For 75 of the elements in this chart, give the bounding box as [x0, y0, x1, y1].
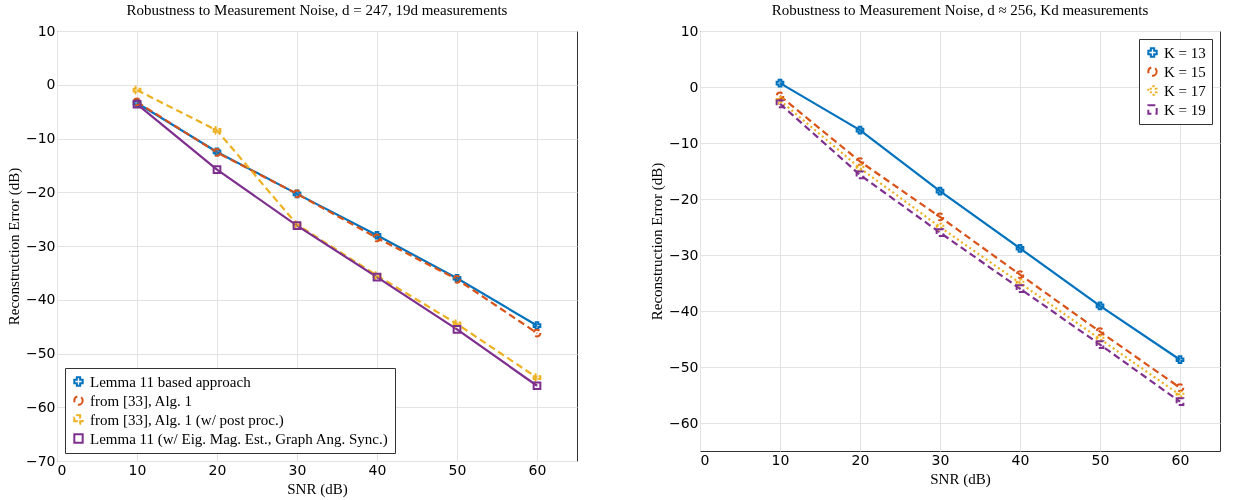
y-tick-label: −60 [25, 398, 56, 415]
point [855, 163, 865, 173]
x-tick-label: 30 [288, 461, 307, 478]
x-tick-label: 40 [1011, 451, 1030, 468]
y-tick-label: 10 [37, 22, 56, 39]
x-tick-label: 30 [931, 451, 950, 468]
x-tick-label: 50 [1091, 451, 1110, 468]
x-tick-label: 0 [57, 461, 67, 478]
point [775, 96, 785, 105]
point [855, 157, 865, 166]
x-tick-label: 50 [448, 461, 467, 478]
y-tick-label: 10 [680, 22, 699, 39]
x-tick-label: 60 [1171, 451, 1190, 468]
point [775, 99, 785, 109]
point [1095, 340, 1105, 349]
point [775, 78, 785, 88]
x-tick-label: 20 [851, 451, 870, 468]
point [855, 125, 865, 135]
y-tick-label: 0 [689, 78, 699, 95]
legend-label: Lemma 11 based approach [90, 373, 252, 390]
point [452, 319, 462, 329]
y-tick-label: −70 [25, 452, 56, 469]
chart-title: Robustness to Measurement Noise, d = 247, 19d measurements [126, 2, 508, 18]
legend-label: K = 13 [1164, 44, 1206, 61]
point [1015, 270, 1025, 279]
y-tick-label: −20 [668, 190, 699, 207]
point [452, 324, 462, 334]
y-tick-label: −20 [25, 183, 56, 200]
x-tick-label: 10 [128, 461, 147, 478]
point [1015, 284, 1025, 293]
legend-label: from [33], Alg. 1 (w/ post proc.) [90, 411, 284, 429]
point [1095, 334, 1105, 344]
x-axis-title: SNR (dB) [930, 470, 991, 488]
x-tick-label: 40 [368, 461, 387, 478]
legend-label: K = 19 [1164, 101, 1206, 118]
y-tick-label: −30 [25, 237, 56, 254]
point [1095, 301, 1105, 311]
x-tick-label: 0 [700, 451, 710, 468]
x-tick-label: 60 [528, 461, 547, 478]
y-tick-label: −40 [668, 302, 699, 319]
point [1175, 355, 1185, 365]
legend-label: from [33], Alg. 1 [90, 392, 193, 409]
legend-label: K = 17 [1164, 82, 1207, 99]
point [1015, 278, 1025, 288]
point [855, 170, 865, 180]
chart-title: Robustness to Measurement Noise, d ≈ 256, Kd measurements [771, 2, 1149, 18]
point [212, 126, 222, 135]
x-axis-title: SNR (dB) [287, 480, 348, 498]
x-tick-label: 20 [208, 461, 227, 478]
y-tick-label: −50 [25, 345, 56, 361]
y-tick-label: −40 [25, 291, 56, 308]
y-tick-label: −30 [668, 246, 699, 263]
point [1175, 390, 1185, 400]
point [935, 222, 945, 232]
y-axis-title: Reconstruction Error (dB) [648, 162, 666, 321]
x-tick-label: 10 [771, 451, 790, 468]
point [1175, 397, 1185, 407]
y-tick-label: −50 [668, 358, 699, 375]
y-axis-title: Reconstruction Error (dB) [5, 167, 23, 326]
point [532, 321, 542, 330]
point [935, 186, 945, 196]
point [935, 228, 945, 237]
point [1095, 327, 1105, 337]
legend-label: Lemma 11 (w/ Eig. Mag. Est., Graph Ang. Sync.) [90, 430, 388, 448]
point [532, 381, 542, 391]
y-tick-label: 0 [46, 76, 56, 93]
point [935, 212, 945, 222]
point [1015, 243, 1025, 253]
legend-label: K = 15 [1164, 63, 1206, 80]
point [132, 85, 142, 95]
y-tick-label: −10 [668, 134, 699, 151]
point [532, 373, 542, 383]
point [212, 165, 222, 175]
y-tick-label: −10 [25, 130, 56, 146]
y-tick-label: −60 [668, 414, 699, 431]
